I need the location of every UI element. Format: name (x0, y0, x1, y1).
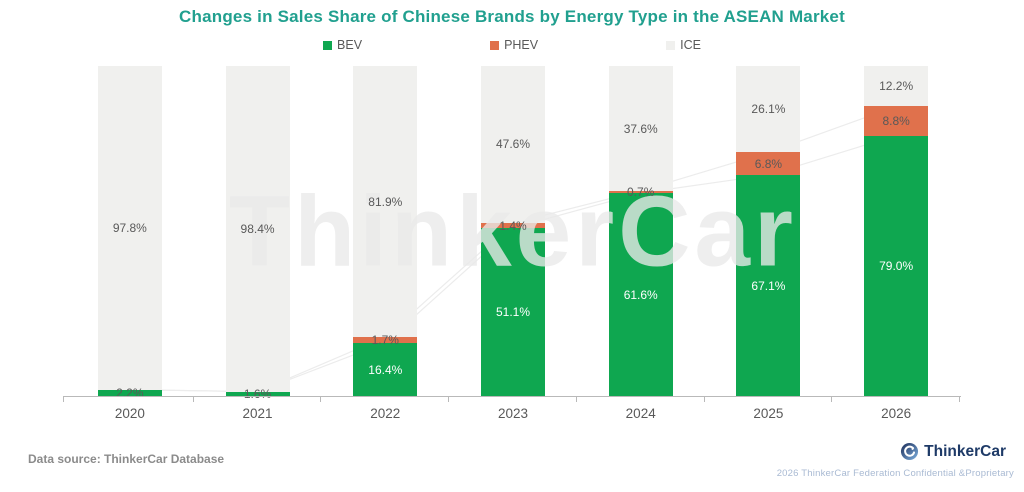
bar-2023-ice (481, 65, 545, 224)
bar-2025-phev (736, 152, 801, 175)
chart-legend: BEV PHEV ICE (0, 38, 1024, 52)
x-axis-label-2026: 2026 (881, 406, 912, 421)
brand-footer: ThinkerCar (900, 442, 1006, 461)
legend-label: ICE (680, 38, 701, 52)
x-axis-tick (63, 397, 64, 402)
legend-swatch-bev (323, 40, 333, 50)
legend-item-bev: BEV (323, 38, 362, 52)
bar-2024-phev (608, 190, 673, 194)
x-axis-label-2024: 2024 (625, 406, 656, 421)
x-axis-label-2021: 2021 (242, 406, 273, 421)
thinkercar-logo-icon (900, 442, 919, 461)
legend-swatch-ice (666, 40, 676, 50)
bar-2026-phev (864, 106, 929, 136)
bar-2023-bev (481, 227, 545, 397)
bar-2024-bev (608, 193, 673, 397)
confidential-note: 2026 ThinkerCar Federation Confidential … (776, 468, 1014, 479)
x-axis-tick (320, 397, 322, 402)
legend-item-ice: ICE (666, 38, 701, 52)
x-axis-line (63, 396, 961, 397)
x-axis-tick (192, 397, 194, 402)
legend-item-phev: PHEV (490, 38, 538, 52)
bar-2020-bev (97, 389, 162, 397)
bar-2025-bev (736, 174, 801, 397)
bar-2021-ice (225, 66, 290, 392)
bar-2020-ice (97, 66, 162, 390)
bar-2022-ice (353, 66, 418, 338)
legend-label: BEV (337, 38, 363, 52)
x-axis-label-2023: 2023 (497, 406, 529, 421)
bar-2026-bev (864, 135, 929, 397)
x-axis-tick (575, 397, 577, 402)
x-axis-label-2025: 2025 (753, 406, 784, 421)
data-source-note: Data source: ThinkerCar Database (28, 452, 225, 466)
bar-2024-ice (608, 66, 673, 191)
chart-title: Changes in Sales Share of Chinese Brands… (179, 7, 845, 26)
bar-2022-phev (353, 337, 418, 343)
x-axis-label-2022: 2022 (370, 406, 401, 421)
plot-area: ThinkerCar 2.2% 97.8% 2020 1.6% 98.4% 2021 16.… (63, 65, 961, 421)
x-axis-tick (959, 397, 960, 402)
legend-label: PHEV (504, 38, 539, 52)
bar-2022-bev (353, 342, 418, 397)
brand-name: ThinkerCar (924, 442, 1006, 460)
x-axis-tick (831, 397, 833, 402)
x-axis-tick (448, 397, 450, 402)
legend-swatch-phev (490, 40, 500, 50)
bar-2026-ice (864, 66, 929, 107)
bar-2021-bev (225, 391, 290, 397)
bar-2023-phev (481, 223, 545, 228)
x-axis-label-2020: 2020 (114, 406, 145, 421)
bar-2025-ice (736, 66, 801, 153)
x-axis-tick (703, 397, 705, 402)
